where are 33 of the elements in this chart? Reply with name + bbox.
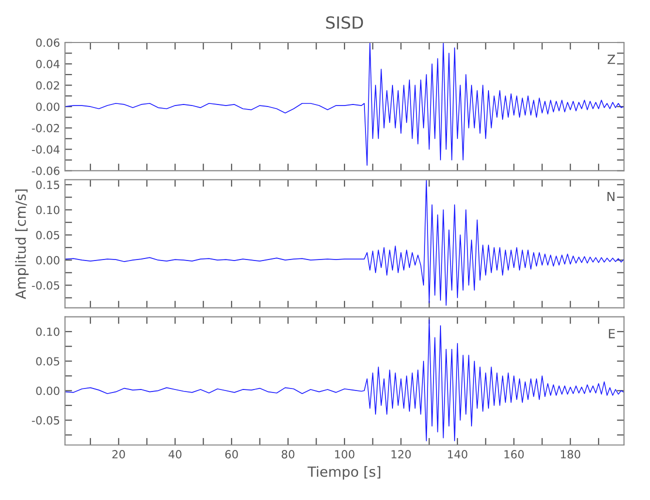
y-tick-label: 0.02 <box>36 81 60 90</box>
x-tick-label: 180 <box>560 450 580 458</box>
x-tick-label: 100 <box>335 450 354 458</box>
annotation: E <box>608 329 615 338</box>
x-tick-label: 40 <box>168 450 182 458</box>
y-tick-label: -0.05 <box>32 416 60 425</box>
y-axis-title: Amplitud [cm/s] <box>15 189 29 300</box>
y-tick-label: 0.15 <box>36 180 60 190</box>
y-tick-label: -0.06 <box>32 166 60 176</box>
y-tick-label: -0.02 <box>32 124 60 132</box>
annotation: N <box>607 192 614 202</box>
x-axis-title: Tiempo [s] <box>308 466 380 480</box>
y-tick-label: 0.05 <box>36 357 60 366</box>
y-tick-label: 0.10 <box>36 328 60 336</box>
x-tick-label: 20 <box>112 450 125 458</box>
x-tick-label: 60 <box>225 450 238 458</box>
y-tick-label: 0.00 <box>36 256 60 264</box>
x-tick-label: 80 <box>282 450 294 458</box>
y-tick-label: -0.04 <box>32 145 60 154</box>
x-tick-label: 140 <box>448 450 468 458</box>
x-tick-label: 160 <box>504 450 524 458</box>
y-tick-label: -0.05 <box>32 281 60 290</box>
y-tick-label: 0.00 <box>36 386 60 396</box>
annotation: Z <box>608 54 616 64</box>
y-tick-label: 0.04 <box>36 60 60 68</box>
chart-title: SISD <box>326 16 363 29</box>
line-series <box>65 180 624 306</box>
y-tick-label: 0.06 <box>36 38 60 47</box>
line-series <box>65 319 624 442</box>
x-tick-label: 120 <box>392 450 411 458</box>
y-tick-label: 0.00 <box>36 102 60 111</box>
y-tick-label: 0.10 <box>36 206 60 214</box>
y-tick-label: 0.05 <box>36 230 60 240</box>
